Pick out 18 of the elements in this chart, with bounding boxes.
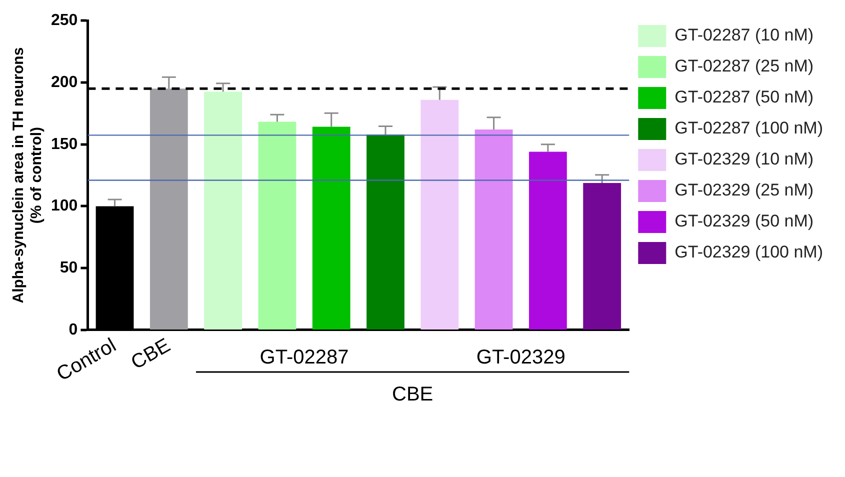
y-tick-label: 0	[68, 321, 78, 338]
legend-label: GT-02329 (10 nM)	[674, 150, 814, 169]
y-axis-title: Alpha-synuclein area in TH neurons (% of control)	[10, 47, 46, 304]
legend-label: GT-02287 (10 nM)	[674, 26, 814, 45]
legend-label: GT-02287 (50 nM)	[674, 88, 814, 107]
legend-label: GT-02329 (50 nM)	[674, 212, 814, 231]
legend-label: GT-02287 (100 nM)	[674, 118, 824, 138]
text: GT-02329	[476, 346, 566, 368]
y-tick-label: 200	[50, 74, 78, 91]
y-tick-label: 250	[50, 12, 78, 30]
text: GT-02287	[260, 346, 349, 368]
legend-label: GT-02329 (25 nM)	[674, 180, 814, 200]
y-tick-label: 50	[60, 260, 78, 277]
legend-label: GT-02287 (25 nM)	[674, 56, 814, 76]
y-tick-label: 150	[50, 136, 78, 153]
y-tick-label: 100	[50, 198, 78, 215]
legend-label: GT-02329 (100 nM)	[674, 242, 824, 262]
text: CBE	[392, 383, 434, 406]
